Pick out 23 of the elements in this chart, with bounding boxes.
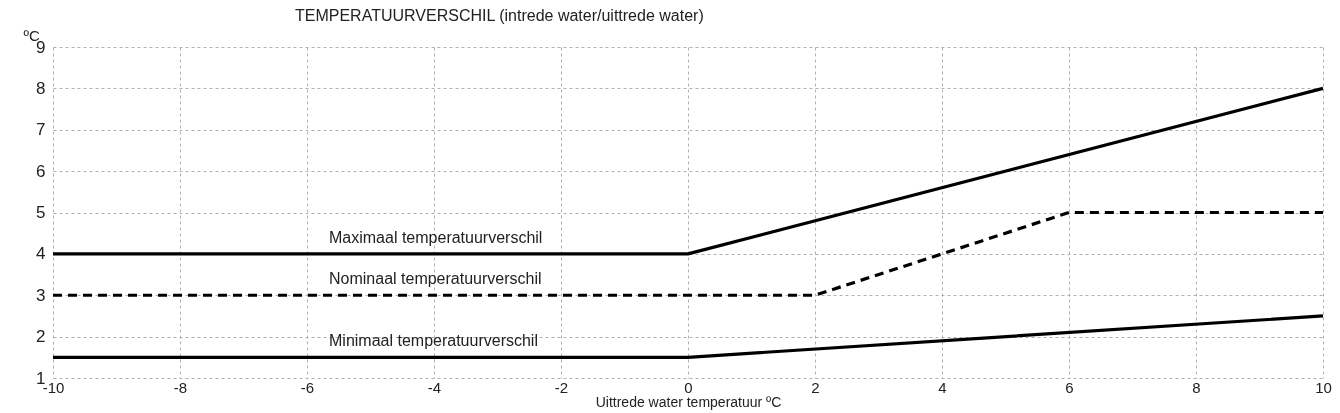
x-tick-label: 4: [938, 378, 947, 396]
series-label: Nominaal temperatuurverschil: [329, 270, 542, 288]
y-tick-label: 5: [36, 203, 46, 222]
y-tick-label: 8: [36, 78, 46, 98]
x-tick-label: -6: [300, 378, 315, 396]
y-tick-label: 7: [36, 120, 46, 140]
x-tick-label: 10: [1315, 378, 1332, 396]
x-tick-label: 0: [684, 378, 693, 396]
series-label: Maximaal temperatuurverschil: [329, 228, 543, 246]
chart-title: TEMPERATUURVERSCHIL (intrede water/uittrede water): [295, 7, 704, 24]
y-tick-label: 4: [36, 244, 46, 264]
y-tick-label: 6: [36, 161, 46, 181]
x-tick-label: -8: [173, 378, 188, 396]
y-tick-label: 3: [36, 285, 46, 305]
y-tick-label: 1: [36, 368, 46, 388]
x-tick-label: 2: [811, 378, 820, 396]
x-tick-label: -4: [427, 378, 442, 396]
series-label: Minimaal temperatuurverschil: [329, 332, 538, 350]
x-tick-label: 6: [1065, 378, 1074, 396]
y-tick-label: 2: [36, 327, 46, 347]
x-tick-label: -2: [554, 378, 569, 396]
x-axis-title: Uittrede water temperatuur ºC: [595, 393, 782, 410]
x-tick-label: 8: [1192, 378, 1201, 396]
